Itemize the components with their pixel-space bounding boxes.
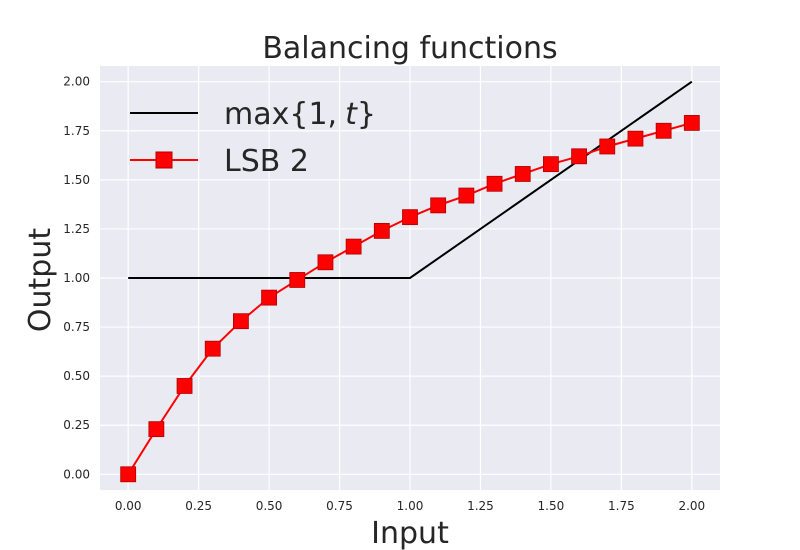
x-tick-labels: 0.00 0.25 0.50 0.75 1.00 1.25 1.50 1.75 2.00 — [115, 499, 705, 513]
legend-label-max: max{1, t} — [224, 97, 376, 132]
data-point — [345, 238, 362, 255]
x-tick-label: 0.25 — [185, 499, 212, 513]
y-tick-label: 1.25 — [63, 222, 90, 236]
data-point — [514, 166, 531, 182]
x-tick-label: 0.50 — [256, 499, 283, 513]
chart-title: Balancing functions — [262, 31, 557, 66]
data-point — [683, 115, 700, 131]
data-point — [655, 122, 672, 139]
x-tick-label: 0.75 — [326, 499, 353, 513]
y-tick-labels: 0.00 0.25 0.50 0.75 1.00 1.25 1.50 1.75 2.00 — [63, 75, 90, 482]
data-point — [148, 421, 165, 438]
y-tick-label: 0.25 — [63, 418, 90, 432]
x-tick-label: 1.75 — [608, 499, 635, 513]
y-tick-label: 1.75 — [63, 124, 90, 138]
data-point — [486, 175, 503, 192]
y-tick-label: 1.50 — [63, 173, 90, 187]
data-point — [373, 222, 390, 239]
data-point — [289, 272, 306, 288]
data-point — [627, 130, 644, 147]
data-point — [204, 340, 221, 357]
data-point — [430, 197, 447, 214]
data-point — [543, 156, 559, 173]
y-tick-label: 0.50 — [63, 369, 90, 383]
data-point — [317, 254, 334, 271]
legend: max{1, t} LSB 2 — [130, 97, 376, 179]
x-axis-label: Input — [371, 516, 449, 550]
data-point — [120, 466, 137, 483]
data-point — [176, 378, 193, 394]
y-axis-label: Output — [23, 228, 58, 332]
x-tick-label: 2.00 — [678, 499, 705, 513]
data-point — [233, 313, 249, 330]
x-tick-label: 1.25 — [467, 499, 494, 513]
data-point — [261, 289, 277, 306]
y-tick-label: 0.75 — [63, 320, 90, 334]
data-point — [402, 209, 418, 226]
y-tick-label: 2.00 — [63, 75, 90, 89]
x-tick-label: 0.00 — [115, 499, 142, 513]
y-tick-label: 1.00 — [63, 271, 90, 285]
legend-entry-lsb2: LSB 2 — [130, 144, 309, 179]
x-tick-label: 1.00 — [397, 499, 424, 513]
legend-entry-max: max{1, t} — [130, 97, 376, 132]
data-point — [458, 187, 475, 204]
legend-label-lsb2: LSB 2 — [224, 144, 309, 179]
series-layer — [120, 80, 700, 483]
data-point — [599, 138, 616, 155]
y-tick-label: 0.00 — [63, 467, 90, 481]
data-point — [571, 148, 587, 165]
legend-marker-lsb2 — [155, 151, 173, 169]
x-tick-label: 1.50 — [538, 499, 565, 513]
series-line-0 — [128, 80, 693, 279]
